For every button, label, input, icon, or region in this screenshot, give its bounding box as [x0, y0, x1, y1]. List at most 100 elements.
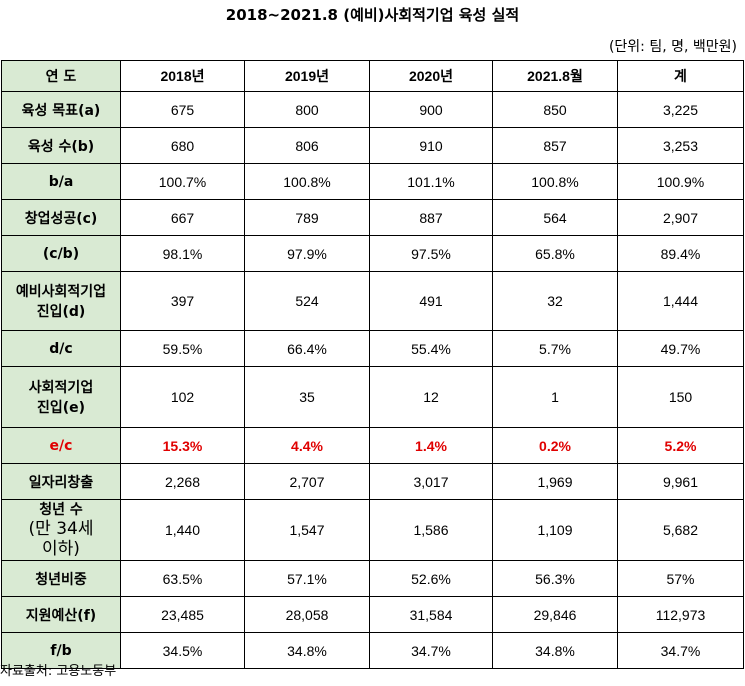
cell: 31,584: [369, 596, 493, 633]
table-row: 지원예산(f) 23,485 28,058 31,584 29,846 112,…: [1, 596, 744, 633]
table-row: e/c 15.3% 4.4% 1.4% 0.2% 5.2%: [1, 427, 744, 464]
cell: 89.4%: [617, 235, 744, 272]
row-label: d/c: [1, 330, 121, 367]
table-title: 2018~2021.8 (예비)사회적기업 육성 실적: [225, 6, 520, 24]
header-2021: 2021.8월: [492, 60, 618, 92]
table-row: 육성 목표(a) 675 800 900 850 3,225: [1, 91, 744, 128]
row-label: 예비사회적기업 진입(d): [1, 271, 121, 331]
cell: 55.4%: [369, 330, 493, 367]
cell: 100.8%: [492, 163, 618, 200]
table-row: 사회적기업 진입(e) 102 35 12 1 150: [1, 366, 744, 428]
row-label-line: 진입(d): [36, 304, 86, 320]
cell: 910: [369, 127, 493, 164]
table-row: 청년비중 63.5% 57.1% 52.6% 56.3% 57%: [1, 560, 744, 597]
cell: 800: [244, 91, 370, 128]
table-row: 육성 수(b) 680 806 910 857 3,253: [1, 127, 744, 164]
cell: 150: [617, 366, 744, 428]
cell: 15.3%: [120, 427, 245, 464]
cell: 2,907: [617, 199, 744, 236]
unit-note: (단위: 팀, 명, 백만원): [608, 39, 737, 55]
row-label: 청년비중: [1, 560, 121, 597]
cell: 491: [369, 271, 493, 331]
row-label-line: 예비사회적기업: [15, 284, 107, 300]
cell: 65.8%: [492, 235, 618, 272]
cell: 12: [369, 366, 493, 428]
cell: 806: [244, 127, 370, 164]
row-label: 창업성공(c): [1, 199, 121, 236]
cell: 98.1%: [120, 235, 245, 272]
cell: 23,485: [120, 596, 245, 633]
header-2020: 2020년: [369, 60, 493, 92]
cell: 100.7%: [120, 163, 245, 200]
table-row: 창업성공(c) 667 789 887 564 2,907: [1, 199, 744, 236]
header-year: 연 도: [1, 60, 121, 92]
row-label: 육성 수(b): [1, 127, 121, 164]
cell: 101.1%: [369, 163, 493, 200]
cell: 857: [492, 127, 618, 164]
row-label: 일자리창출: [1, 463, 121, 500]
cell: 1,586: [369, 499, 493, 561]
row-label-line: 이하): [42, 539, 80, 559]
table-row: f/b 34.5% 34.8% 34.7% 34.8% 34.7%: [1, 632, 744, 669]
cell: 675: [120, 91, 245, 128]
cell: 57%: [617, 560, 744, 597]
table-row: 일자리창출 2,268 2,707 3,017 1,969 9,961: [1, 463, 744, 500]
cell: 680: [120, 127, 245, 164]
cell: 397: [120, 271, 245, 331]
cell: 3,253: [617, 127, 744, 164]
header-total: 계: [617, 60, 744, 92]
row-label: 사회적기업 진입(e): [1, 366, 121, 428]
cell: 5.2%: [617, 427, 744, 464]
table-header-row: 연 도 2018년 2019년 2020년 2021.8월 계: [1, 60, 744, 92]
header-2018: 2018년: [120, 60, 245, 92]
row-label: 육성 목표(a): [1, 91, 121, 128]
cell: 3,017: [369, 463, 493, 500]
row-label-line: 진입(e): [36, 400, 86, 416]
cell: 2,268: [120, 463, 245, 500]
cell: 100.8%: [244, 163, 370, 200]
row-label-line: (만 34세: [28, 519, 94, 539]
cell: 34.5%: [120, 632, 245, 669]
cell: 1: [492, 366, 618, 428]
cell: 9,961: [617, 463, 744, 500]
table-row: 청년 수 (만 34세 이하) 1,440 1,547 1,586 1,109 …: [1, 499, 744, 561]
cell: 34.7%: [617, 632, 744, 669]
cell: 1,440: [120, 499, 245, 561]
row-label-line: 청년 수: [39, 502, 83, 518]
cell: 56.3%: [492, 560, 618, 597]
cell: 1,444: [617, 271, 744, 331]
table-row: b/a 100.7% 100.8% 101.1% 100.8% 100.9%: [1, 163, 744, 200]
cell: 900: [369, 91, 493, 128]
cell: 850: [492, 91, 618, 128]
cell: 66.4%: [244, 330, 370, 367]
cell: 52.6%: [369, 560, 493, 597]
row-label: f/b: [1, 632, 121, 669]
cell: 564: [492, 199, 618, 236]
cell: 789: [244, 199, 370, 236]
cell: 63.5%: [120, 560, 245, 597]
row-label: 청년 수 (만 34세 이하): [1, 499, 121, 561]
cell: 34.7%: [369, 632, 493, 669]
cell: 667: [120, 199, 245, 236]
cell: 5.7%: [492, 330, 618, 367]
cell: 524: [244, 271, 370, 331]
cell: 2,707: [244, 463, 370, 500]
cell: 97.5%: [369, 235, 493, 272]
cell: 100.9%: [617, 163, 744, 200]
cell: 29,846: [492, 596, 618, 633]
table-row: d/c 59.5% 66.4% 55.4% 5.7% 49.7%: [1, 330, 744, 367]
row-label: 지원예산(f): [1, 596, 121, 633]
cell: 34.8%: [492, 632, 618, 669]
row-label: e/c: [1, 427, 121, 464]
cell: 35: [244, 366, 370, 428]
cell: 59.5%: [120, 330, 245, 367]
cell: 34.8%: [244, 632, 370, 669]
cell: 57.1%: [244, 560, 370, 597]
cell: 1,547: [244, 499, 370, 561]
cell: 97.9%: [244, 235, 370, 272]
cell: 49.7%: [617, 330, 744, 367]
source-note: 자료출처: 고용노동부: [0, 664, 117, 679]
cell: 887: [369, 199, 493, 236]
cell: 5,682: [617, 499, 744, 561]
table-row: (c/b) 98.1% 97.9% 97.5% 65.8% 89.4%: [1, 235, 744, 272]
